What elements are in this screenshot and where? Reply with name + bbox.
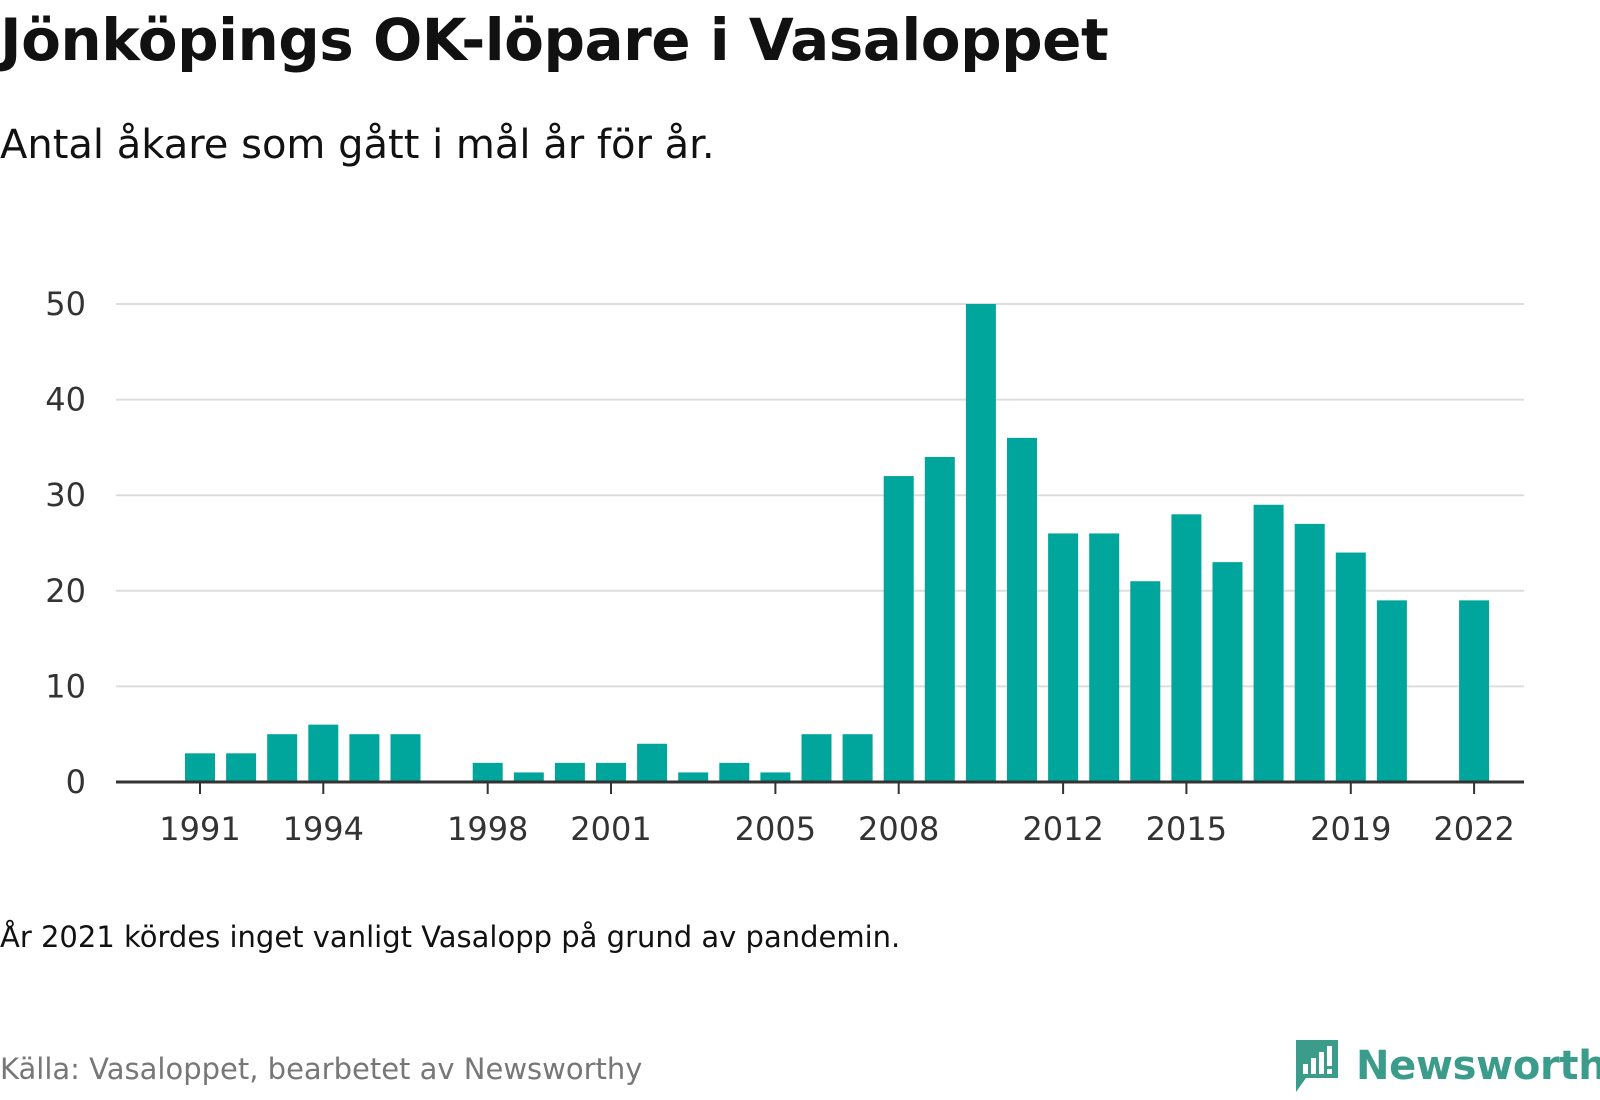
bar-2020[interactable] <box>1376 600 1407 782</box>
bar-chart: 1991 1994 1998 2001 2005 2008 2012 2015 2019 2022… <box>45 285 1524 848</box>
x-tick-label: 2005 <box>735 810 816 848</box>
y-tick-label: 50 <box>45 285 86 323</box>
bar-2001[interactable] <box>596 762 626 782</box>
x-axis: 1991 1994 1998 2001 2005 2008 2012 2015 2019 2022 <box>116 780 1524 848</box>
y-tick-label: 30 <box>45 476 86 514</box>
bar-1991[interactable] <box>185 753 215 782</box>
bar-2011[interactable] <box>1007 437 1037 782</box>
bar-1999[interactable] <box>513 772 544 782</box>
bar-2003[interactable] <box>678 772 709 782</box>
newsworthy-brand[interactable]: Newsworthy <box>1292 1038 1600 1094</box>
bar-2015[interactable] <box>1171 514 1202 782</box>
bar-2006[interactable] <box>801 734 832 782</box>
bar-2002[interactable] <box>637 743 668 782</box>
y-tick-label: 20 <box>45 572 86 610</box>
bar-2004[interactable] <box>719 762 750 782</box>
x-tick-label: 1998 <box>447 810 528 848</box>
bar-2012[interactable] <box>1048 533 1079 782</box>
bar-2007[interactable] <box>842 734 873 782</box>
bar-2009[interactable] <box>924 456 955 782</box>
bar-1995[interactable] <box>349 734 380 782</box>
bar-2008[interactable] <box>883 476 914 782</box>
y-tick-label: 40 <box>45 381 86 419</box>
source-credit: Källa: Vasaloppet, bearbetet av Newswort… <box>0 1052 643 1086</box>
y-tick-label: 0 <box>66 763 86 801</box>
bars <box>185 304 1490 782</box>
bar-2018[interactable] <box>1294 523 1325 782</box>
x-tick-label: 2015 <box>1146 810 1227 848</box>
bar-2010[interactable] <box>965 304 996 782</box>
brand-name: Newsworthy <box>1356 1043 1600 1089</box>
chart-title: Jönköpings OK-löpare i Vasaloppet <box>0 6 1109 74</box>
bar-2016[interactable] <box>1212 562 1243 782</box>
x-tick-label: 2001 <box>570 810 651 848</box>
bar-2014[interactable] <box>1130 581 1161 782</box>
bar-2022[interactable] <box>1459 600 1490 782</box>
bar-1998[interactable] <box>472 762 503 782</box>
bar-2017[interactable] <box>1253 504 1284 782</box>
gridlines <box>116 303 1524 688</box>
x-tick-label: 2022 <box>1433 810 1514 848</box>
x-tick-label: 2012 <box>1022 810 1103 848</box>
y-tick-label: 10 <box>45 667 86 705</box>
chart-footnote: År 2021 kördes inget vanligt Vasalopp på… <box>0 920 901 954</box>
bar-1993[interactable] <box>267 734 298 782</box>
bar-2013[interactable] <box>1089 533 1120 782</box>
bar-1994[interactable] <box>308 724 339 782</box>
newsworthy-logo-icon <box>1296 1040 1338 1092</box>
bar-2019[interactable] <box>1335 552 1366 782</box>
bar-2005[interactable] <box>760 772 791 782</box>
x-tick-label: 1994 <box>283 810 364 848</box>
chart-subtitle: Antal åkare som gått i mål år för år. <box>0 122 715 168</box>
bar-1992[interactable] <box>226 753 257 782</box>
x-tick-label: 1991 <box>159 810 240 848</box>
x-tick-label: 2019 <box>1310 810 1391 848</box>
y-axis-labels: 0 10 20 30 40 50 <box>45 285 86 801</box>
x-tick-label: 2008 <box>858 810 939 848</box>
bar-1996[interactable] <box>390 734 421 782</box>
bar-2000[interactable] <box>554 762 585 782</box>
